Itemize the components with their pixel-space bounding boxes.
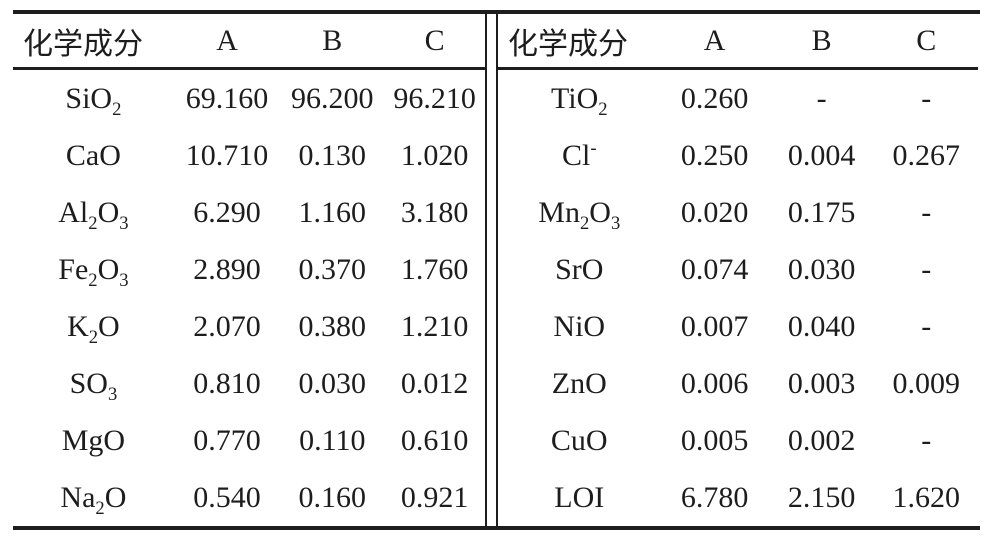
value-cell: 0.260: [680, 81, 749, 115]
value-cell: 0.921: [400, 480, 469, 514]
value-cell: 0.267: [892, 138, 961, 172]
component-cell: CuO: [550, 423, 608, 457]
value-cell: 1.160: [298, 195, 367, 229]
table-row: SO3 0.810 0.030 0.012: [13, 355, 486, 412]
component-cell: SO3: [69, 366, 118, 405]
value-cell: 0.030: [787, 252, 856, 286]
value-cell: 0.175: [787, 195, 856, 229]
value-cell: 0.005: [680, 423, 749, 457]
header-col-a-right: A: [660, 14, 769, 70]
table-row: Al2O3 6.290 1.160 3.180: [13, 184, 486, 241]
value-cell: 0.006: [680, 366, 749, 400]
value-cell: 0.160: [298, 480, 367, 514]
component-cell: ZnO: [551, 366, 607, 400]
header-row: 化学成分 A B C: [497, 14, 978, 70]
header-col-c-left: C: [384, 14, 486, 70]
component-cell: NiO: [553, 309, 606, 343]
value-cell: 0.009: [892, 366, 961, 400]
table-row: SrO 0.074 0.030 -: [497, 241, 978, 298]
component-cell: Fe2O3: [58, 252, 129, 291]
value-cell: 0.810: [193, 366, 261, 400]
table-row: ZnO 0.006 0.003 0.009: [497, 355, 978, 412]
component-cell: TiO2: [550, 81, 608, 120]
table-row: Fe2O3 2.890 0.370 1.760: [13, 241, 486, 298]
value-cell: 0.003: [787, 366, 856, 400]
chemical-composition-table: 化学成分 A B C SiO2 69.160 96.200 96.210 CaO…: [13, 10, 980, 530]
value-cell: 3.180: [400, 195, 469, 229]
value-cell: -: [921, 423, 932, 457]
value-cell: 0.380: [298, 309, 367, 343]
value-cell: 0.002: [787, 423, 856, 457]
value-cell: 0.020: [680, 195, 749, 229]
value-cell: -: [921, 81, 932, 115]
value-cell: 96.210: [393, 81, 476, 115]
value-cell: 0.040: [787, 309, 856, 343]
table-row: TiO2 0.260 - -: [497, 69, 978, 128]
composition-table-left: 化学成分 A B C SiO2 69.160 96.200 96.210 CaO…: [13, 14, 487, 526]
value-cell: 1.760: [400, 252, 469, 286]
component-cell: Na2O: [60, 480, 127, 519]
value-cell: 0.370: [298, 252, 367, 286]
component-cell: SrO: [555, 252, 604, 286]
table-row: CaO 10.710 0.130 1.020: [13, 127, 486, 184]
value-cell: 2.890: [193, 252, 261, 286]
value-cell: 69.160: [185, 81, 269, 115]
value-cell: 2.150: [787, 480, 856, 514]
table-row: SiO2 69.160 96.200 96.210: [13, 69, 486, 128]
header-row: 化学成分 A B C: [13, 14, 486, 70]
table-row: CuO 0.005 0.002 -: [497, 412, 978, 469]
table-row: Mn2O3 0.020 0.175 -: [497, 184, 978, 241]
value-cell: 0.770: [193, 423, 261, 457]
value-cell: 0.007: [680, 309, 749, 343]
value-cell: 6.290: [193, 195, 261, 229]
component-cell: CaO: [65, 138, 121, 172]
value-cell: 1.210: [400, 309, 469, 343]
value-cell: 0.074: [680, 252, 749, 286]
value-cell: 2.070: [193, 309, 261, 343]
table-row: Cl- 0.250 0.004 0.267: [497, 127, 978, 184]
table-row: MgO 0.770 0.110 0.610: [13, 412, 486, 469]
value-cell: 0.030: [298, 366, 367, 400]
value-cell: 0.540: [193, 480, 261, 514]
value-cell: -: [921, 195, 932, 229]
header-component-left: 化学成分: [13, 14, 174, 70]
value-cell: -: [816, 81, 827, 115]
value-cell: 96.200: [291, 81, 374, 115]
table-row: LOI 6.780 2.150 1.620: [497, 469, 978, 526]
table-row: Na2O 0.540 0.160 0.921: [13, 469, 486, 526]
component-cell: Cl-: [561, 137, 597, 172]
value-cell: 10.710: [185, 138, 269, 172]
table-row: K2O 2.070 0.380 1.210: [13, 298, 486, 355]
component-cell: MgO: [61, 423, 126, 457]
header-col-c-right: C: [874, 14, 978, 70]
value-cell: 1.620: [892, 480, 961, 514]
header-col-b-left: B: [280, 14, 385, 70]
value-cell: -: [921, 252, 932, 286]
value-cell: -: [921, 309, 932, 343]
header-component-right: 化学成分: [497, 14, 661, 70]
component-cell: Al2O3: [58, 195, 129, 234]
value-cell: 6.780: [680, 480, 749, 514]
value-cell: 0.004: [787, 138, 856, 172]
component-cell: K2O: [67, 309, 120, 348]
component-cell: SiO2: [65, 81, 122, 120]
value-cell: 0.610: [400, 423, 469, 457]
value-cell: 0.012: [400, 366, 469, 400]
header-col-b-right: B: [768, 14, 875, 70]
value-cell: 0.250: [680, 138, 749, 172]
component-cell: Mn2O3: [538, 195, 621, 234]
header-col-a-left: A: [173, 14, 281, 70]
table-row: NiO 0.007 0.040 -: [497, 298, 978, 355]
value-cell: 0.130: [298, 138, 367, 172]
value-cell: 0.110: [299, 423, 366, 457]
value-cell: 1.020: [400, 138, 469, 172]
component-cell: LOI: [554, 480, 605, 514]
composition-table-right: 化学成分 A B C TiO2 0.260 - - Cl- 0.250 0.00…: [496, 14, 978, 526]
